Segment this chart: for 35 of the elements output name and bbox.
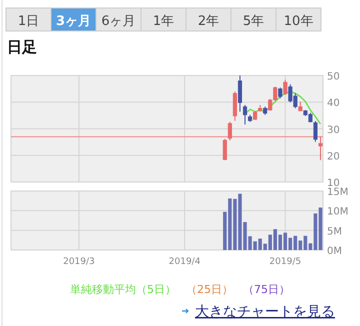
- y-tick-label: 30: [327, 124, 340, 136]
- y-tick-label: 15M: [327, 187, 348, 198]
- candlestick: [232, 90, 237, 122]
- category-label: 6ヶ月: [101, 14, 136, 29]
- candlestick: [283, 79, 288, 96]
- x-tick-label: 2019/5: [269, 257, 302, 267]
- candlestick: [253, 110, 258, 120]
- y-tick-label: 10: [327, 178, 340, 189]
- category-label: 3ヶ月: [56, 14, 92, 29]
- text: 大きなチャートを見る: [195, 304, 335, 320]
- category-label: 5年: [242, 14, 264, 29]
- y-tick-label: 5M: [327, 226, 342, 238]
- y-tick-label: 40: [327, 98, 340, 110]
- category-label: 1年: [152, 14, 174, 29]
- y-tick-label: 0M: [327, 246, 342, 257]
- candlestick: [242, 104, 248, 125]
- candlestick: [318, 136, 323, 161]
- x-tick-label: 2019/3: [63, 257, 95, 267]
- y-tick-label: 20: [327, 151, 340, 162]
- candlestick: [238, 75, 242, 112]
- category-label: 10年: [284, 14, 314, 29]
- chart-title: 日足: [7, 38, 37, 56]
- y-tick-label: 10M: [327, 206, 348, 218]
- category-label: 2年: [198, 14, 220, 29]
- candlestick: [228, 121, 232, 141]
- legend-label: （75日）: [243, 283, 290, 296]
- category-label: 1日: [18, 14, 40, 29]
- candlestick: [222, 138, 227, 161]
- x-tick-label: 2019/4: [168, 257, 201, 267]
- text: 単純移動平均（5日）: [70, 283, 176, 296]
- candlestick: [298, 101, 302, 112]
- candlestick: [313, 120, 318, 142]
- legend-label: （25日）: [186, 283, 233, 296]
- y-tick-label: 50: [327, 72, 340, 82]
- candlestick: [278, 86, 282, 99]
